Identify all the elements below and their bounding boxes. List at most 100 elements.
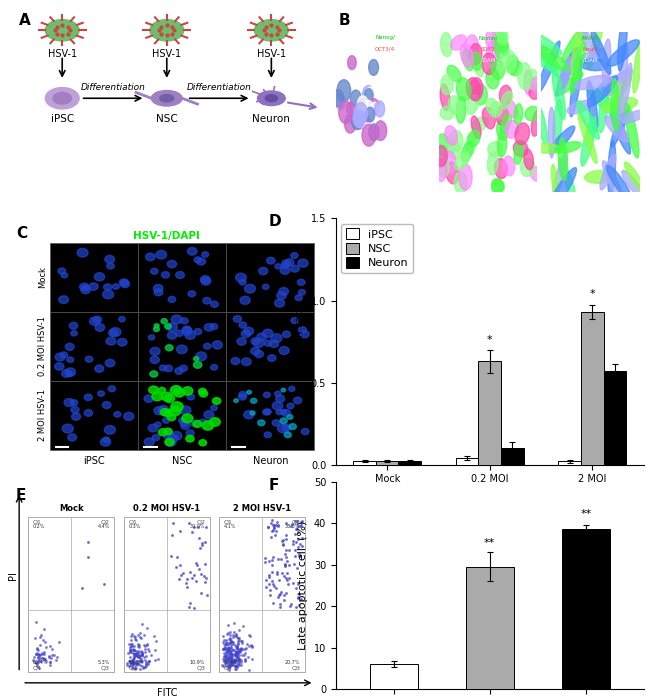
Circle shape	[213, 397, 221, 404]
Circle shape	[187, 248, 197, 255]
Point	[230, 630, 240, 641]
Text: Q4: Q4	[128, 665, 137, 670]
Circle shape	[211, 365, 218, 370]
Circle shape	[204, 324, 213, 331]
Point	[240, 647, 250, 658]
Circle shape	[175, 367, 183, 374]
Point	[225, 656, 235, 667]
Point	[130, 632, 140, 643]
Circle shape	[120, 279, 129, 286]
Point	[225, 638, 235, 649]
Point	[244, 640, 254, 651]
Point	[189, 570, 200, 581]
Circle shape	[106, 337, 116, 345]
Point	[288, 539, 298, 550]
Circle shape	[295, 295, 302, 301]
Point	[292, 524, 302, 535]
Point	[129, 649, 139, 660]
Circle shape	[298, 259, 308, 267]
Point	[224, 638, 234, 649]
Circle shape	[268, 355, 276, 361]
Point	[220, 652, 231, 663]
Point	[266, 518, 276, 529]
Point	[271, 583, 281, 594]
Point	[290, 529, 300, 540]
Point	[141, 658, 151, 670]
Point	[32, 660, 42, 671]
Circle shape	[280, 409, 287, 414]
Point	[231, 645, 241, 656]
Point	[223, 627, 233, 638]
Text: *: *	[590, 289, 595, 299]
Circle shape	[200, 276, 210, 283]
Point	[280, 548, 291, 560]
Circle shape	[152, 434, 160, 441]
Circle shape	[161, 409, 170, 416]
Point	[127, 659, 138, 670]
Circle shape	[289, 386, 295, 391]
Circle shape	[253, 339, 264, 347]
Point	[132, 658, 142, 670]
Point	[243, 651, 254, 663]
Point	[281, 552, 291, 563]
Point	[32, 656, 43, 667]
Point	[44, 650, 54, 661]
Point	[128, 658, 138, 670]
Point	[136, 650, 147, 661]
Point	[127, 653, 138, 664]
Point	[226, 652, 236, 663]
Point	[184, 518, 194, 529]
Circle shape	[241, 358, 251, 365]
Circle shape	[60, 352, 68, 358]
Circle shape	[103, 284, 112, 290]
Point	[32, 647, 42, 658]
Point	[129, 649, 140, 660]
Point	[267, 559, 278, 570]
Point	[235, 643, 246, 654]
Point	[223, 646, 233, 657]
Circle shape	[202, 420, 214, 430]
Point	[264, 555, 274, 567]
Point	[36, 629, 47, 640]
Circle shape	[172, 387, 180, 393]
Point	[224, 644, 234, 656]
Point	[40, 654, 50, 665]
Point	[263, 521, 273, 532]
Point	[44, 651, 54, 663]
Circle shape	[177, 345, 187, 354]
Point	[228, 659, 239, 670]
Circle shape	[203, 297, 211, 304]
Point	[268, 520, 278, 531]
Circle shape	[259, 267, 268, 275]
Circle shape	[81, 286, 90, 294]
Circle shape	[95, 324, 105, 331]
Text: 10.9%: 10.9%	[190, 661, 205, 665]
Point	[202, 590, 212, 601]
Circle shape	[119, 317, 125, 322]
Circle shape	[144, 395, 153, 402]
Text: HSV-1/DAPI: HSV-1/DAPI	[133, 231, 200, 241]
Circle shape	[159, 365, 167, 371]
Circle shape	[180, 420, 188, 426]
Point	[129, 631, 139, 642]
Point	[231, 640, 242, 651]
Circle shape	[182, 414, 193, 422]
Point	[218, 644, 229, 655]
Point	[136, 653, 146, 664]
Point	[128, 658, 138, 669]
Circle shape	[197, 258, 205, 265]
Point	[289, 559, 299, 570]
Point	[269, 521, 280, 532]
Point	[278, 535, 288, 546]
Text: NSC: NSC	[156, 114, 177, 124]
Point	[230, 641, 240, 652]
Point	[134, 650, 144, 661]
Point	[233, 659, 243, 670]
Point	[125, 657, 136, 668]
Circle shape	[254, 19, 288, 41]
Point	[265, 585, 275, 596]
Point	[131, 647, 142, 658]
Point	[247, 641, 257, 652]
Point	[238, 621, 248, 632]
Point	[32, 658, 42, 669]
